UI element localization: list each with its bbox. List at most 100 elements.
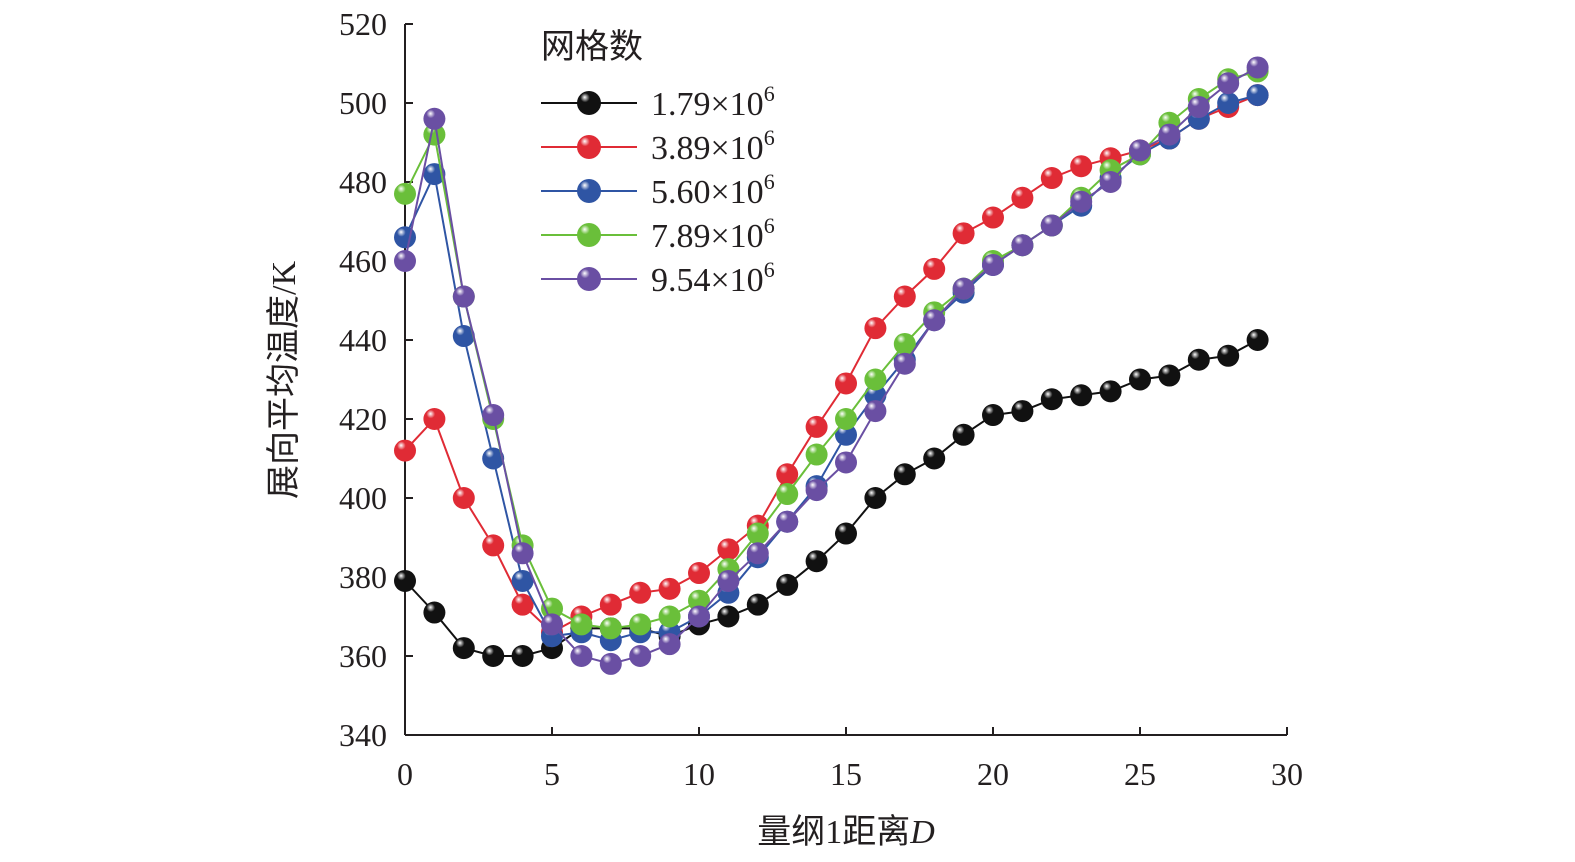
series-5-point — [923, 309, 946, 332]
legend-label: 9.54×106 — [651, 257, 775, 299]
legend-swatch-marker — [577, 91, 601, 115]
series-2-point — [893, 285, 916, 308]
series-2-point — [452, 487, 475, 509]
series-2-point — [923, 257, 946, 280]
series-5-point — [717, 569, 740, 592]
series-1-point — [482, 645, 505, 667]
x-axis-title-text: 量纲1距离 — [757, 813, 910, 851]
series-1-point — [394, 569, 416, 592]
legend-label-mantissa: 7.89×10 — [651, 218, 764, 255]
legend-item: 9.54×106 — [541, 257, 775, 299]
series-4-point — [541, 597, 563, 620]
legend-label-exponent: 6 — [764, 81, 775, 106]
legend-swatch-marker — [577, 135, 601, 159]
series-1-point — [1158, 364, 1181, 387]
x-tick-label: 10 — [683, 756, 715, 792]
series-2-point — [982, 206, 1004, 229]
series-5-point — [1187, 95, 1210, 118]
series-4-point — [893, 332, 916, 355]
y-tick-label: 520 — [339, 6, 387, 42]
series-1-point — [511, 645, 534, 667]
legend-item: 7.89×106 — [541, 213, 775, 255]
series-5-point — [746, 542, 769, 565]
series-4-point — [629, 613, 652, 636]
series-1-point — [835, 522, 857, 545]
series-5-point — [629, 645, 652, 667]
series-1-point — [864, 487, 887, 509]
series-4-point — [805, 443, 828, 466]
series-4-point — [835, 408, 857, 430]
legend-label-exponent: 6 — [764, 169, 775, 194]
series-5-point — [423, 107, 446, 130]
series-3-line — [404, 94, 1258, 642]
series-5-point — [1011, 234, 1034, 257]
legend-label: 7.89×106 — [651, 213, 775, 255]
series-4-point — [864, 368, 887, 391]
series-5-point — [864, 400, 887, 423]
series-5-point — [688, 605, 710, 628]
x-tick-label: 0 — [397, 756, 413, 792]
legend-label-exponent: 6 — [764, 125, 775, 150]
series-1-point — [982, 404, 1004, 427]
y-tick-label: 360 — [339, 638, 387, 674]
series-1-point — [1129, 368, 1151, 391]
x-axis-title: 量纲1距离D — [757, 813, 935, 851]
series-2-point — [394, 439, 416, 462]
series-3-point — [452, 325, 475, 348]
series-4-point — [423, 123, 446, 146]
legend: 网格数 1.79×1063.89×1065.60×1067.89×1069.54… — [541, 28, 775, 299]
series-layer — [394, 56, 1269, 675]
y-tick-label: 500 — [339, 85, 387, 121]
x-ticks: 0 5 10 15 20 25 30 — [397, 727, 1303, 792]
series-3-point — [835, 423, 857, 446]
y-tick-label: 340 — [339, 717, 387, 753]
series-5-point — [893, 352, 916, 375]
legend-label-exponent: 6 — [764, 213, 775, 238]
y-tick-label: 440 — [339, 322, 387, 358]
series-5-point — [658, 633, 681, 656]
series-2-point — [835, 372, 857, 395]
x-axis: 0 5 10 15 20 25 30 — [397, 727, 1303, 792]
series-5-point — [982, 253, 1004, 276]
y-tick-label: 420 — [339, 401, 387, 437]
series-5-point — [482, 404, 505, 427]
series-2-point — [599, 593, 622, 616]
series-1-point — [1187, 348, 1210, 371]
series-5-point — [1217, 72, 1240, 95]
series-5-point — [1246, 56, 1269, 79]
series-1-point — [805, 550, 828, 573]
legend-swatch-marker — [577, 267, 601, 291]
series-5-point — [1129, 139, 1151, 162]
series-3 — [394, 84, 1269, 652]
series-2-point — [776, 463, 799, 486]
x-axis-title-symbol: D — [909, 814, 935, 851]
legend-item: 3.89×106 — [541, 125, 775, 167]
series-5-point — [805, 479, 828, 502]
series-1-line — [404, 339, 1259, 657]
series-2-point — [658, 577, 681, 600]
legend-label: 5.60×106 — [651, 169, 775, 211]
y-tick-label: 400 — [339, 480, 387, 516]
legend-item: 5.60×106 — [541, 169, 775, 211]
series-2-point — [511, 593, 534, 616]
series-1-point — [717, 605, 740, 628]
series-2-point — [482, 534, 505, 557]
series-5-point — [541, 613, 563, 636]
series-1-point — [776, 573, 799, 596]
series-4-point — [599, 617, 622, 640]
series-1-point — [1217, 344, 1240, 367]
series-5-point — [1040, 214, 1063, 237]
series-5 — [394, 56, 1269, 675]
legend-item: 1.79×106 — [541, 81, 775, 123]
series-4-point — [394, 182, 416, 205]
series-1 — [394, 329, 1269, 667]
series-1-point — [746, 593, 769, 616]
series-2-point — [688, 562, 710, 585]
series-3-point — [1217, 92, 1240, 114]
legend-label-mantissa: 9.54×10 — [651, 262, 764, 299]
series-4-point — [658, 605, 681, 628]
series-1-point — [423, 601, 446, 624]
series-1-point — [893, 463, 916, 486]
legend-label-mantissa: 1.79×10 — [651, 86, 764, 123]
